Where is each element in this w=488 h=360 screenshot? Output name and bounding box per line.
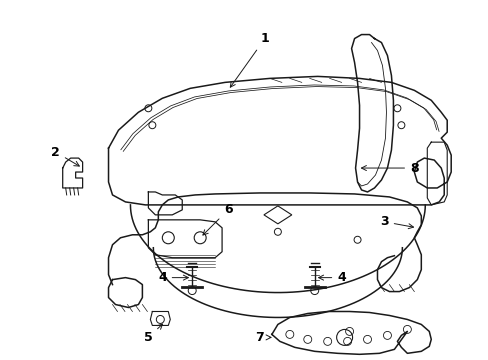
Text: 2: 2 bbox=[51, 145, 79, 166]
Text: 3: 3 bbox=[379, 215, 413, 229]
Text: 8: 8 bbox=[361, 162, 418, 175]
Text: 1: 1 bbox=[230, 32, 269, 87]
Text: 4: 4 bbox=[318, 271, 346, 284]
Text: 5: 5 bbox=[143, 324, 162, 344]
Text: 4: 4 bbox=[158, 271, 188, 284]
Text: 7: 7 bbox=[255, 331, 270, 344]
Text: 6: 6 bbox=[203, 203, 232, 235]
